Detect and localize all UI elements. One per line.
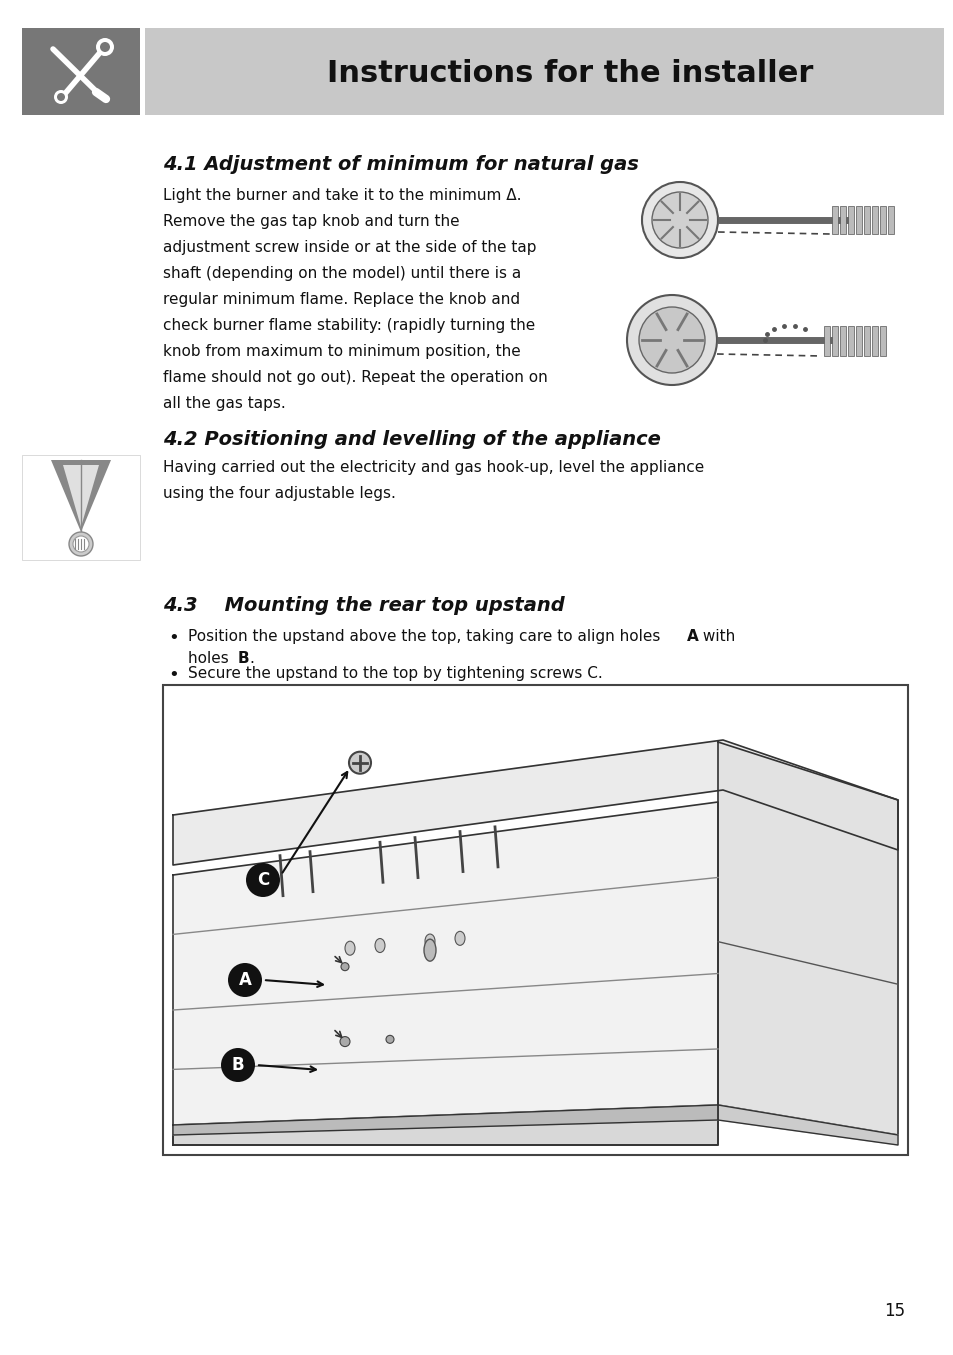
Text: 4.1 Adjustment of minimum for natural gas: 4.1 Adjustment of minimum for natural ga… [163, 154, 639, 173]
Bar [145, 28, 943, 115]
Polygon shape [718, 1104, 897, 1145]
Text: using the four adjustable legs.: using the four adjustable legs. [163, 486, 395, 501]
Polygon shape [172, 1104, 718, 1145]
Ellipse shape [375, 939, 385, 953]
Circle shape [221, 1047, 254, 1083]
Text: B: B [237, 650, 250, 667]
Text: Secure the upstand to the top by tightening screws C.: Secure the upstand to the top by tighten… [188, 667, 602, 682]
Text: Light the burner and take it to the minimum Δ.: Light the burner and take it to the mini… [163, 188, 521, 203]
Bar [879, 206, 885, 234]
Circle shape [349, 752, 371, 774]
Ellipse shape [345, 942, 355, 955]
Text: flame should not go out). Repeat the operation on: flame should not go out). Repeat the ope… [163, 370, 547, 385]
Text: knob from maximum to minimum position, the: knob from maximum to minimum position, t… [163, 344, 520, 359]
Bar [871, 206, 877, 234]
Text: •: • [168, 629, 178, 646]
Polygon shape [172, 802, 718, 1145]
Text: with: with [698, 629, 735, 644]
Text: adjustment screw inside or at the side of the tap: adjustment screw inside or at the side o… [163, 240, 536, 255]
Text: A: A [686, 629, 698, 644]
Text: A: A [238, 972, 252, 989]
Bar [847, 327, 853, 356]
Bar [879, 327, 885, 356]
Text: check burner flame stability: (rapidly turning the: check burner flame stability: (rapidly t… [163, 318, 535, 333]
Bar [863, 206, 869, 234]
Bar [831, 327, 837, 356]
Text: B: B [232, 1056, 244, 1075]
Polygon shape [172, 740, 897, 864]
Bar [855, 327, 862, 356]
Bar [847, 206, 853, 234]
Circle shape [96, 38, 113, 56]
Bar [823, 327, 829, 356]
Bar [831, 206, 837, 234]
Bar [163, 686, 907, 1154]
Text: shaft (depending on the model) until there is a: shaft (depending on the model) until the… [163, 266, 520, 280]
Text: .: . [249, 650, 253, 667]
Text: holes: holes [188, 650, 233, 667]
Bar [887, 206, 893, 234]
Circle shape [57, 93, 65, 102]
Ellipse shape [455, 931, 464, 946]
Circle shape [651, 192, 707, 248]
Bar [855, 206, 862, 234]
Text: regular minimum flame. Replace the knob and: regular minimum flame. Replace the knob … [163, 291, 519, 308]
Circle shape [639, 308, 704, 373]
Circle shape [246, 863, 280, 897]
Circle shape [386, 1035, 394, 1043]
Text: Position the upstand above the top, taking care to align holes: Position the upstand above the top, taki… [188, 629, 664, 644]
Ellipse shape [423, 939, 436, 961]
Text: 4.3    Mounting the rear top upstand: 4.3 Mounting the rear top upstand [163, 596, 564, 615]
Circle shape [228, 963, 262, 997]
Circle shape [100, 42, 110, 51]
Text: Remove the gas tap knob and turn the: Remove the gas tap knob and turn the [163, 214, 459, 229]
Polygon shape [51, 459, 111, 533]
Circle shape [626, 295, 717, 385]
Bar [22, 455, 140, 560]
Circle shape [339, 1037, 350, 1046]
Text: Instructions for the installer: Instructions for the installer [327, 58, 812, 88]
Bar [22, 28, 140, 115]
Bar [840, 206, 845, 234]
Bar [863, 327, 869, 356]
Text: C: C [256, 871, 269, 889]
Text: 4.2 Positioning and levelling of the appliance: 4.2 Positioning and levelling of the app… [163, 430, 660, 449]
Circle shape [340, 962, 349, 970]
Circle shape [73, 537, 89, 551]
Text: •: • [168, 667, 178, 684]
Circle shape [69, 533, 92, 556]
Text: 15: 15 [882, 1302, 904, 1320]
Bar [840, 327, 845, 356]
Text: Having carried out the electricity and gas hook-up, level the appliance: Having carried out the electricity and g… [163, 459, 703, 476]
Polygon shape [718, 743, 897, 1135]
Bar [871, 327, 877, 356]
Polygon shape [172, 1104, 718, 1135]
Circle shape [641, 182, 718, 257]
Circle shape [54, 89, 68, 104]
Ellipse shape [424, 934, 435, 948]
Text: all the gas taps.: all the gas taps. [163, 396, 286, 411]
Polygon shape [63, 465, 99, 527]
